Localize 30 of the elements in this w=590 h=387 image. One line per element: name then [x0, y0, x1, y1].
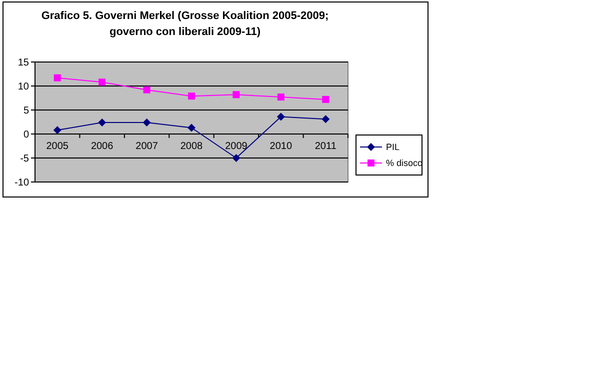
- x-tick-label: 2010: [270, 141, 292, 152]
- point: [98, 118, 106, 126]
- y-tick-label: -5: [20, 154, 30, 164]
- y-tick-label: -10: [14, 178, 30, 188]
- x-tick-label: 2008: [180, 141, 204, 152]
- point: [232, 154, 240, 162]
- y-tick-label: 0: [23, 130, 30, 140]
- x-tick-label: 2011: [314, 141, 337, 152]
- point: [143, 86, 150, 94]
- point: [232, 91, 240, 98]
- y-tick-label: 15: [18, 58, 30, 68]
- y-tick-label: 5: [23, 106, 30, 116]
- legend-label: PIL: [386, 142, 400, 152]
- x-tick-label: 2005: [46, 141, 69, 152]
- point: [53, 126, 62, 134]
- point: [322, 96, 330, 103]
- point: [98, 78, 106, 86]
- point: [188, 92, 195, 100]
- point: [322, 115, 330, 124]
- point: [277, 94, 284, 101]
- point: [188, 124, 196, 132]
- point: [54, 74, 61, 82]
- chart-title: Grafico 5. Governi Merkel (Grosse Koalition 2005-2009; governo con liberali 2009-11): [41, 10, 329, 38]
- point: [276, 112, 285, 121]
- point: [142, 118, 151, 126]
- legend-label: % disocc: [386, 158, 423, 168]
- y-tick-label: 10: [18, 82, 30, 92]
- x-tick-label: 2009: [225, 141, 248, 152]
- x-tick-label: 2006: [90, 141, 114, 152]
- x-tick-label: 2007: [136, 141, 158, 152]
